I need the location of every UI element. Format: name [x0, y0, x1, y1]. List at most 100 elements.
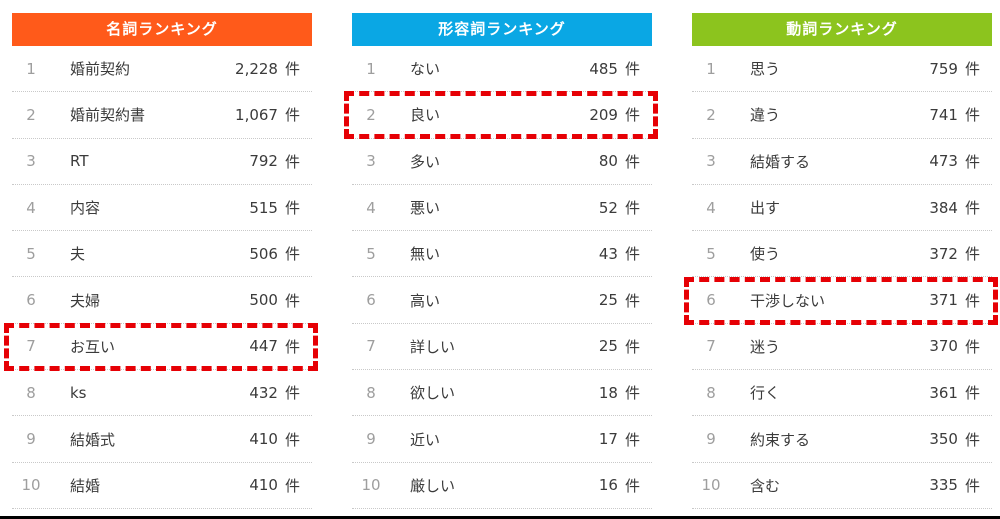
word-label: 結婚 [70, 476, 101, 495]
word-label: 夫 [70, 245, 86, 264]
adjective-ranking-rows: 1 ない 485 件 2 良い 209 件 3 多い 80 件 4 悪い 52 件 5 無い 43 件 6 高い 25 件 7 詳… [352, 46, 652, 509]
word-label: 干渉しない [750, 291, 826, 310]
count-value: 335 [929, 476, 958, 495]
count-value: 25 [598, 337, 618, 356]
word-label: ks [70, 383, 87, 402]
word-label: RT [70, 152, 89, 171]
count-value: 759 [929, 59, 958, 78]
count-value: 80 [598, 152, 618, 171]
unit-label: 件 [284, 337, 300, 356]
rank-number: 8 [366, 383, 376, 402]
unit-label: 件 [624, 245, 640, 264]
rank-number: 2 [706, 105, 716, 124]
table-row: 5 無い 43 件 [352, 231, 652, 278]
unit-label: 件 [964, 476, 980, 495]
table-row: 8 ks 432 件 [12, 370, 312, 417]
unit-label: 件 [964, 199, 980, 218]
rank-number: 9 [366, 430, 376, 449]
unit-label: 件 [964, 337, 980, 356]
word-label: 結婚する [750, 152, 811, 171]
unit-label: 件 [964, 152, 980, 171]
verb-ranking-table: 動詞ランキング 1 思う 759 件 2 違う 741 件 3 結婚する 473 件 4 出す 384 件 5 使… [684, 13, 998, 509]
unit-label: 件 [624, 199, 640, 218]
count-value: 410 [249, 430, 278, 449]
rank-number: 10 [361, 476, 381, 495]
rank-number: 5 [26, 244, 36, 263]
unit-label: 件 [284, 199, 300, 218]
adjective-ranking-header: 形容詞ランキング [352, 13, 652, 46]
rank-number: 3 [706, 152, 716, 171]
table-row: 10 結婚 410 件 [12, 463, 312, 509]
rank-number: 1 [366, 59, 376, 78]
unit-label: 件 [964, 291, 980, 310]
table-row: 7 迷う 370 件 [692, 324, 992, 371]
word-label: 近い [410, 430, 441, 449]
word-label: 良い [410, 106, 441, 125]
table-row: 4 内容 515 件 [12, 185, 312, 232]
unit-label: 件 [284, 430, 300, 449]
table-row: 2 違う 741 件 [692, 92, 992, 139]
word-label: 厳しい [410, 476, 456, 495]
table-row: 2 良い 209 件 [352, 92, 652, 139]
rank-number: 3 [366, 152, 376, 171]
table-row: 6 高い 25 件 [352, 277, 652, 324]
count-value: 17 [598, 430, 618, 449]
unit-label: 件 [624, 152, 640, 171]
table-row: 1 婚前契約 2,228 件 [12, 46, 312, 93]
rank-number: 4 [706, 198, 716, 217]
count-value: 350 [929, 430, 958, 449]
adjective-ranking-table: 形容詞ランキング 1 ない 485 件 2 良い 209 件 3 多い 80 件 4 悪い 52 件 5 無い 43… [344, 13, 658, 509]
unit-label: 件 [964, 106, 980, 125]
table-row: 8 行く 361 件 [692, 370, 992, 417]
unit-label: 件 [964, 60, 980, 79]
rank-number: 5 [366, 244, 376, 263]
count-value: 473 [929, 152, 958, 171]
count-value: 506 [249, 244, 278, 263]
unit-label: 件 [624, 476, 640, 495]
word-label: 多い [410, 152, 441, 171]
rank-number: 9 [706, 430, 716, 449]
count-value: 2,228 [235, 59, 278, 78]
count-value: 372 [929, 244, 958, 263]
word-label: 夫婦 [70, 291, 101, 310]
rank-number: 2 [366, 105, 376, 124]
count-value: 43 [598, 244, 618, 263]
word-label: 欲しい [410, 384, 456, 403]
table-row: 3 結婚する 473 件 [692, 139, 992, 185]
table-row: 6 夫婦 500 件 [12, 277, 312, 324]
rank-number: 5 [706, 244, 716, 263]
rank-number: 7 [366, 337, 376, 356]
count-value: 432 [249, 383, 278, 402]
unit-label: 件 [624, 384, 640, 403]
unit-label: 件 [624, 430, 640, 449]
verb-ranking-rows: 1 思う 759 件 2 違う 741 件 3 結婚する 473 件 4 出す 384 件 5 使う 372 件 6 干渉… [692, 46, 992, 509]
table-row: 7 詳しい 25 件 [352, 324, 652, 371]
window-bottom-border [0, 516, 1000, 519]
count-value: 500 [249, 291, 278, 310]
count-value: 792 [249, 152, 278, 171]
table-row: 9 近い 17 件 [352, 416, 652, 463]
rank-number: 4 [26, 198, 36, 217]
count-value: 52 [598, 198, 618, 217]
table-row: 3 多い 80 件 [352, 139, 652, 185]
rank-number: 1 [706, 59, 716, 78]
table-row: 3 RT 792 件 [12, 139, 312, 185]
count-value: 741 [929, 105, 958, 124]
word-label: 内容 [70, 199, 101, 218]
table-row: 5 使う 372 件 [692, 231, 992, 278]
rank-number: 7 [26, 337, 36, 356]
table-row: 5 夫 506 件 [12, 231, 312, 278]
word-label: 婚前契約 [70, 60, 131, 79]
word-label: 違う [750, 106, 781, 125]
count-value: 370 [929, 337, 958, 356]
unit-label: 件 [284, 245, 300, 264]
table-row: 1 ない 485 件 [352, 46, 652, 93]
unit-label: 件 [964, 430, 980, 449]
unit-label: 件 [624, 337, 640, 356]
count-value: 447 [249, 337, 278, 356]
word-label: 含む [750, 476, 781, 495]
rank-number: 6 [706, 291, 716, 310]
table-row: 7 お互い 447 件 [12, 324, 312, 371]
noun-ranking-rows: 1 婚前契約 2,228 件 2 婚前契約書 1,067 件 3 RT 792 件 4 内容 515 件 5 夫 5… [12, 46, 312, 509]
